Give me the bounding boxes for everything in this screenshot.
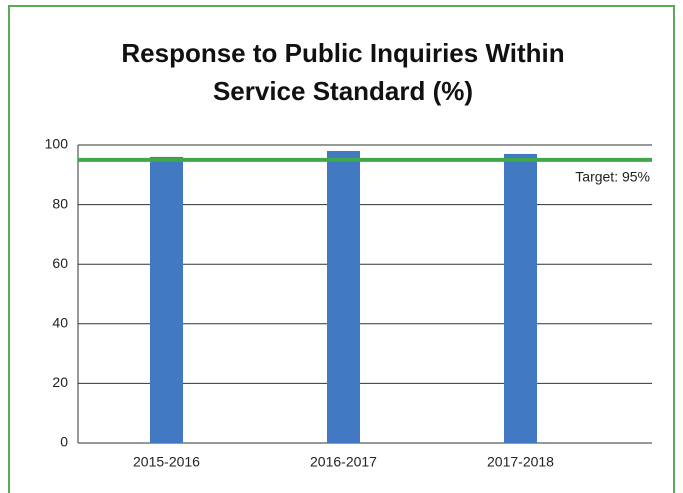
y-tick-label: 0 — [60, 434, 68, 450]
target-label: Target: 95% — [575, 169, 650, 185]
bar — [150, 156, 183, 444]
chart-title: Service Standard (%) — [213, 76, 473, 106]
x-tick-label: 2016-2017 — [310, 454, 377, 470]
y-tick-label: 80 — [52, 195, 68, 211]
bar — [327, 150, 360, 443]
bar — [504, 153, 537, 443]
chart-title: Response to Public Inquiries Within — [121, 38, 564, 68]
x-tick-label: 2015-2016 — [133, 454, 200, 470]
y-tick-label: 60 — [52, 255, 68, 271]
y-tick-label: 20 — [52, 374, 68, 390]
x-tick-label: 2017-2018 — [487, 454, 554, 470]
y-tick-label: 100 — [45, 136, 69, 152]
y-tick-label: 40 — [52, 315, 68, 331]
frame — [8, 5, 675, 493]
